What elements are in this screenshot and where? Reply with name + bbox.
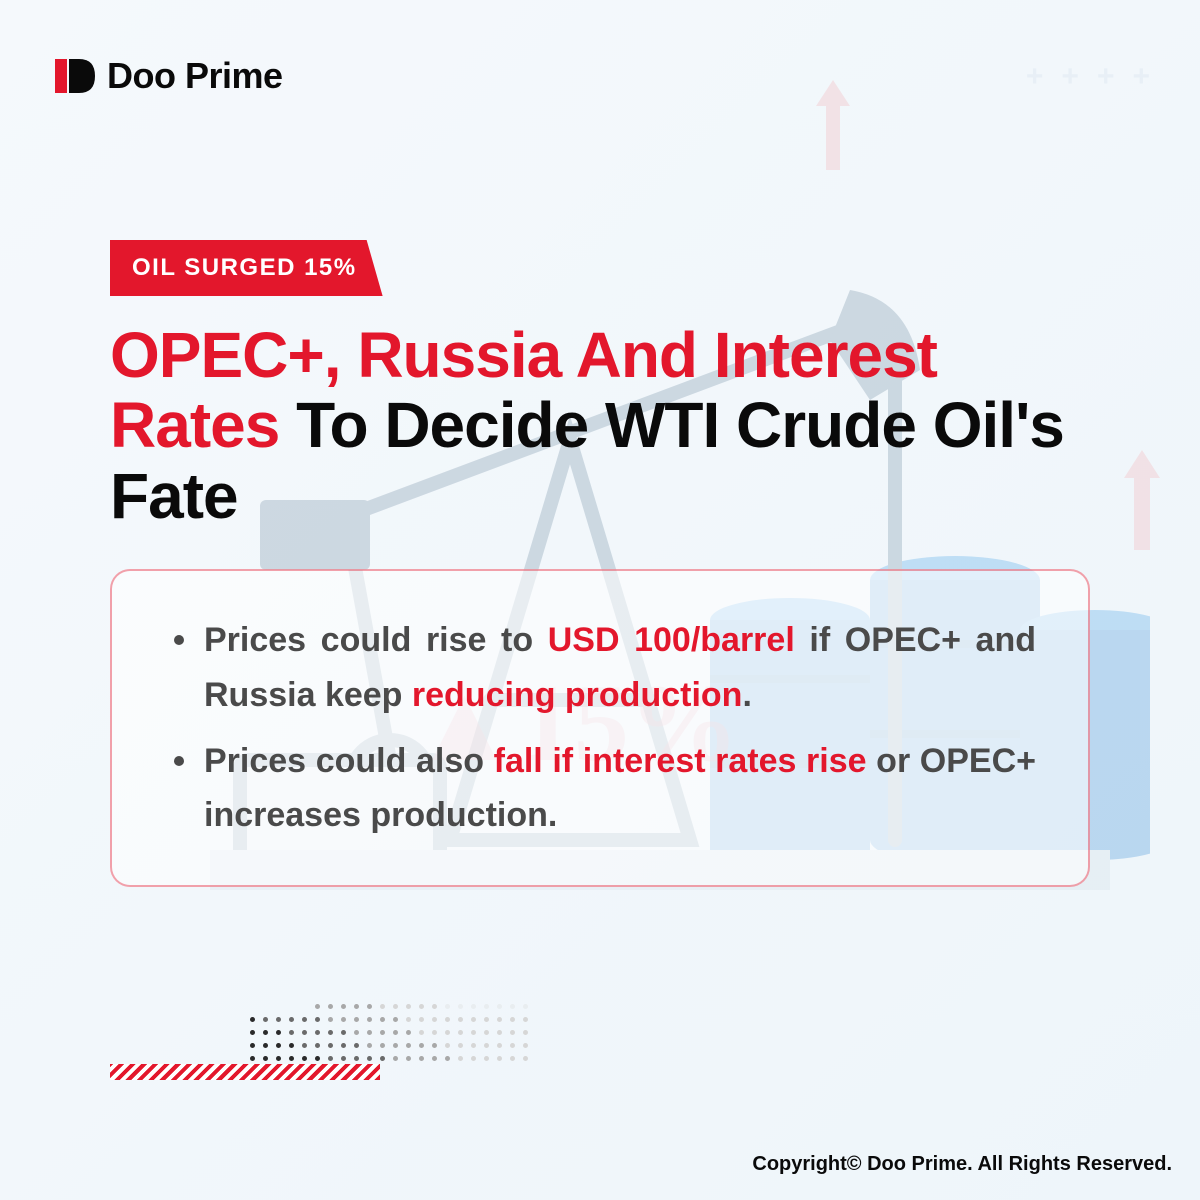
list-item: Prices could rise to USD 100/barrel if O… bbox=[164, 613, 1036, 722]
bullet-emphasis: reducing production bbox=[412, 676, 743, 714]
plus-icon: + bbox=[1132, 60, 1150, 94]
logo-text: Doo Prime bbox=[107, 55, 283, 97]
badge-label: OIL SURGED 15% bbox=[132, 254, 357, 281]
bullet-emphasis: USD 100/barrel bbox=[548, 621, 795, 659]
bullet-text: Prices could rise to bbox=[204, 621, 548, 659]
bullet-list: Prices could rise to USD 100/barrel if O… bbox=[164, 613, 1036, 843]
plus-icon: + bbox=[1026, 60, 1044, 94]
up-arrow-icon bbox=[816, 80, 850, 170]
decorative-footer bbox=[110, 1064, 380, 1080]
plus-icon: + bbox=[1061, 60, 1079, 94]
bullet-emphasis: fall if interest rates rise bbox=[494, 742, 867, 780]
headline: OPEC+, Russia And Interest Rates To Deci… bbox=[110, 320, 1090, 531]
up-arrow-icon bbox=[1124, 450, 1160, 550]
plus-icon: + bbox=[1097, 60, 1115, 94]
dot-grid-icon bbox=[250, 1004, 531, 1064]
key-points-box: Prices could rise to USD 100/barrel if O… bbox=[110, 569, 1090, 887]
list-item: Prices could also fall if interest rates… bbox=[164, 734, 1036, 843]
hash-bar-icon bbox=[110, 1064, 380, 1080]
surge-badge: OIL SURGED 15% bbox=[110, 240, 383, 296]
copyright-text: Copyright© Doo Prime. All Rights Reserve… bbox=[752, 1153, 1172, 1176]
bullet-text: . bbox=[742, 676, 751, 714]
bullet-text: Prices could also bbox=[204, 742, 494, 780]
brand-logo: Doo Prime bbox=[55, 55, 283, 97]
bg-plus-row: + + + + bbox=[1026, 60, 1150, 94]
main-content: OIL SURGED 15% OPEC+, Russia And Interes… bbox=[110, 240, 1090, 887]
logo-mark-icon bbox=[55, 55, 95, 97]
logo-brand-name: Doo Prime bbox=[107, 55, 283, 97]
